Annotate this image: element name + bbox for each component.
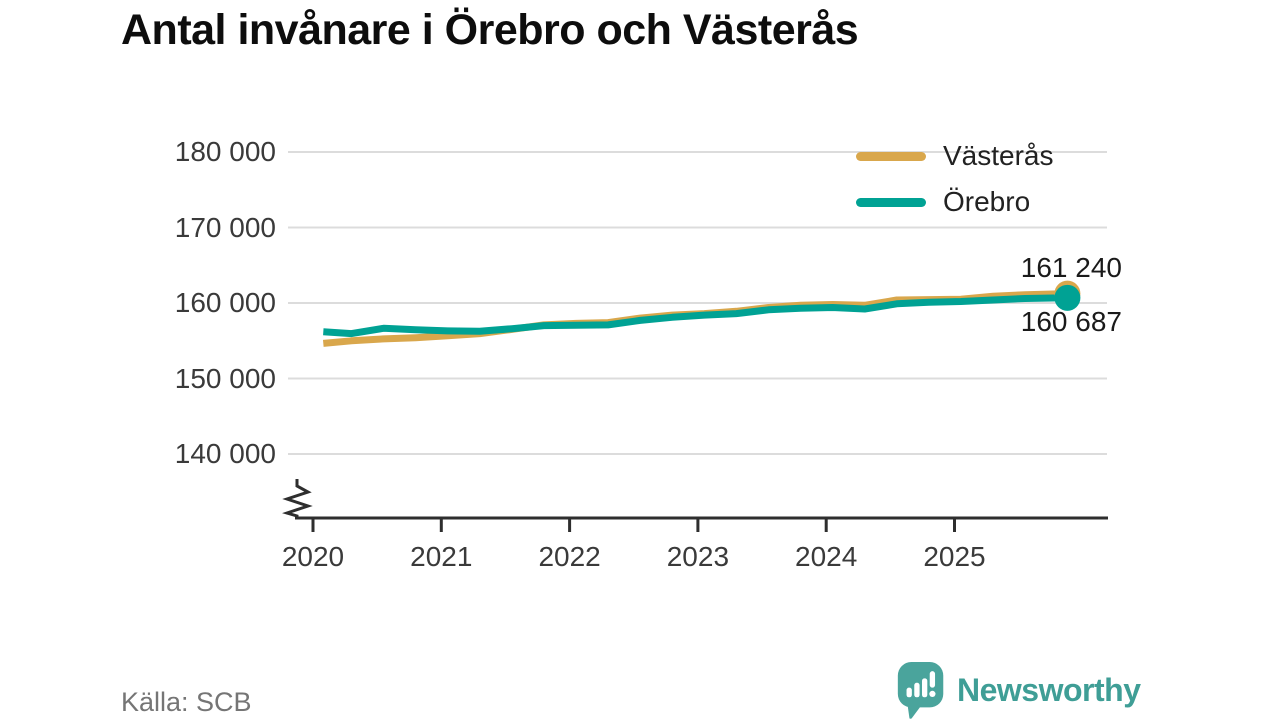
brand-footer: Newsworthy	[897, 662, 1141, 720]
y-axis-tick-label: 180 000	[174, 136, 276, 167]
legend-line-swatch	[856, 197, 926, 207]
end-value-label-Örebro: 160 687	[1020, 305, 1122, 337]
legend-item-Örebro: Örebro	[856, 179, 1054, 225]
end-value-label-Västerås: 161 240	[1020, 251, 1122, 283]
legend: Västerås Örebro	[856, 133, 1054, 225]
y-axis-tick-label: 150 000	[174, 362, 276, 394]
x-axis-tick-label: 2022	[538, 541, 601, 572]
x-axis-tick-label: 2023	[666, 541, 730, 572]
x-axis-tick-label: 2020	[281, 541, 345, 572]
x-axis-tick-label: 2025	[923, 541, 986, 572]
y-axis-tick-label: 170 000	[174, 211, 276, 243]
legend-label: Västerås	[943, 140, 1054, 171]
end-dot-Västerås	[1054, 280, 1081, 307]
line-series-Västerås	[322, 290, 1068, 347]
y-axis-tick-label: 140 000	[174, 438, 276, 469]
y-axis-tick-label: 160 000	[174, 287, 276, 318]
x-axis-tick-label: 2024	[795, 541, 858, 572]
legend-item-Västerås: Västerås	[856, 133, 1054, 179]
source-note: Källa: SCB	[121, 687, 252, 717]
line-series-Örebro	[323, 294, 1068, 338]
axis-break-icon	[282, 479, 313, 519]
newsworthy-logo-icon	[897, 662, 944, 719]
legend-line-swatch	[856, 151, 926, 161]
x-axis-tick-label: 2021	[410, 541, 473, 572]
legend-label: Örebro	[943, 186, 1031, 217]
brand-name: Newsworthy	[957, 672, 1141, 708]
chart-title: Antal invånare i Örebro och Västerås	[121, 6, 859, 54]
